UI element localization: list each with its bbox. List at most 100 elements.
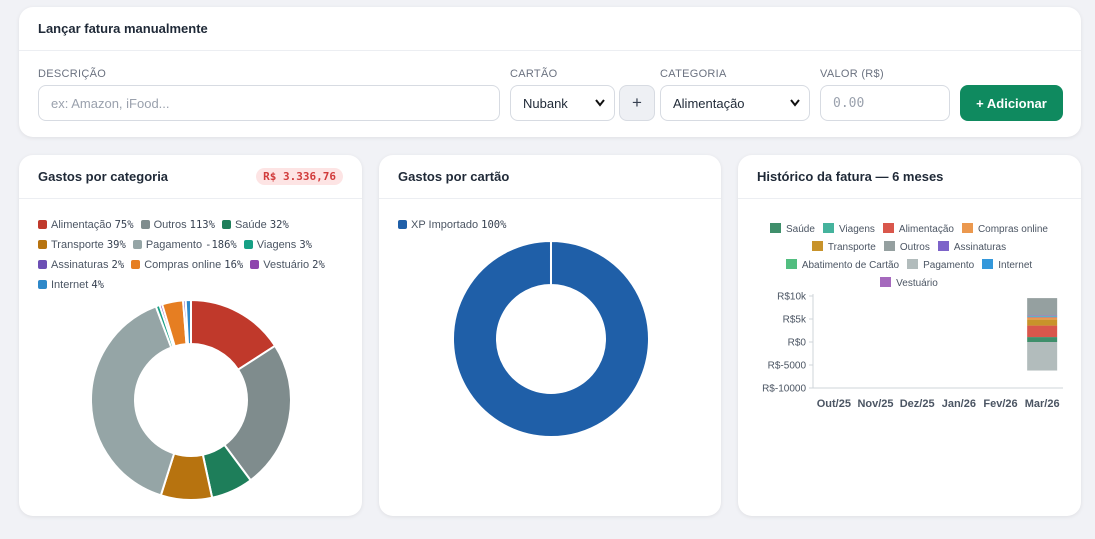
add-card-button[interactable]: + — [619, 85, 655, 121]
value-label: VALOR (R$) — [820, 68, 884, 80]
bar-segment-outros[interactable] — [1027, 298, 1058, 316]
x-tick-label: Out/25 — [817, 398, 851, 410]
category-legend-item-internet[interactable]: Internet 4% — [38, 275, 104, 295]
category-slice-pagamento[interactable] — [90, 305, 176, 497]
value-input[interactable]: 0.00 — [820, 85, 950, 121]
category-legend-item-transporte[interactable]: Transporte 39% — [38, 235, 126, 255]
category-legend-item-alimentacao[interactable]: Alimentação 75% — [38, 215, 134, 235]
legend-swatch — [880, 277, 892, 287]
card-chart-header: Gastos por cartão — [379, 155, 721, 199]
card-label: CARTÃO — [510, 68, 558, 80]
legend-percent: -186% — [205, 239, 237, 251]
legend-label: Viagens — [256, 239, 300, 251]
history-legend-item-internet[interactable]: Internet — [982, 257, 1032, 275]
bar-segment-saude[interactable] — [1027, 337, 1058, 342]
card-chart-title: Gastos por cartão — [398, 169, 510, 184]
card-legend-item-xp-importado[interactable]: XP Importado 100% — [398, 215, 506, 235]
legend-label: XP Importado — [411, 219, 482, 231]
history-legend-item-viagens[interactable]: Viagens — [822, 221, 875, 239]
bar-segment-pagamento[interactable] — [1027, 342, 1058, 371]
legend-label: Internet — [998, 260, 1033, 271]
category-slice-internet[interactable] — [184, 298, 192, 346]
category-legend: Alimentação 75% Outros 113% Saúde 32% Trans… — [38, 215, 348, 295]
y-tick-label: R$5k — [783, 315, 807, 326]
history-legend-item-vestuario[interactable]: Vestuário — [880, 275, 938, 293]
legend-label: Outros — [153, 219, 190, 231]
history-legend-row: Transporte Outros Assinaturas — [750, 239, 1068, 257]
category-legend-item-compras-online[interactable]: Compras online 16% — [131, 255, 243, 275]
category-legend-item-pagamento[interactable]: Pagamento -186% — [132, 235, 237, 255]
legend-percent: 16% — [224, 259, 244, 271]
legend-swatch — [822, 223, 834, 233]
bar-segment-vestuario[interactable] — [1027, 315, 1058, 316]
card-select-value: Nubank — [523, 95, 568, 111]
x-tick-label: Dez/25 — [900, 398, 935, 410]
bar-segment-transporte[interactable] — [1027, 319, 1058, 326]
legend-swatch — [38, 260, 47, 269]
legend-label: Outros — [899, 242, 930, 253]
legend-label: Transporte — [827, 242, 876, 253]
legend-swatch — [131, 260, 141, 269]
legend-label: Internet — [51, 279, 92, 291]
card-slice-xp-importado[interactable] — [452, 239, 650, 438]
legend-swatch — [243, 240, 253, 249]
history-legend-row: Abatimento de Cartão Pagamento Internet — [750, 257, 1068, 275]
legend-swatch — [132, 240, 142, 249]
description-label: DESCRIÇÃO — [38, 68, 107, 80]
y-tick-label: R$0 — [788, 338, 807, 349]
category-chart-card: Gastos por categoria R$ 3.336,76 Aliment… — [19, 155, 362, 516]
card-donut-chart — [452, 239, 650, 438]
legend-percent: 32% — [269, 219, 289, 231]
legend-label: Assinaturas — [953, 242, 1007, 253]
history-legend-item-compras-online[interactable]: Compras online — [961, 221, 1048, 239]
history-chart-card: Histórico da fatura — 6 meses Saúde Viage… — [738, 155, 1081, 516]
category-select-value: Alimentação — [673, 95, 745, 111]
bar-segment-compras-online[interactable] — [1027, 317, 1058, 320]
legend-swatch — [982, 259, 994, 269]
legend-label: Pagamento — [145, 239, 206, 251]
category-legend-item-outros[interactable]: Outros 113% — [140, 215, 215, 235]
category-select[interactable]: Alimentação — [660, 85, 810, 121]
description-placeholder: ex: Amazon, iFood... — [51, 95, 170, 111]
bar-segment-alimentacao[interactable] — [1027, 325, 1058, 338]
history-legend-item-saude[interactable]: Saúde — [770, 221, 815, 239]
history-chart-title: Histórico da fatura — 6 meses — [757, 169, 944, 184]
legend-swatch — [770, 223, 782, 233]
chevron-down-icon — [790, 99, 800, 107]
category-legend-item-assinaturas[interactable]: Assinaturas 2% — [38, 255, 124, 275]
history-legend-item-pagamento[interactable]: Pagamento — [907, 257, 974, 275]
legend-label: Viagens — [838, 224, 875, 235]
legend-percent: 2% — [312, 259, 325, 271]
legend-swatch — [907, 259, 919, 269]
history-legend-item-abatimento-de-cartao[interactable]: Abatimento de Cartão — [785, 257, 899, 275]
history-legend-item-alimentacao[interactable]: Alimentação — [882, 221, 954, 239]
category-legend-item-vestuario[interactable]: Vestuário 2% — [250, 255, 325, 275]
history-legend-item-outros[interactable]: Outros — [883, 239, 930, 257]
bar-segment-viagens[interactable] — [1027, 316, 1058, 317]
value-placeholder: 0.00 — [833, 95, 865, 111]
history-legend-item-assinaturas[interactable]: Assinaturas — [937, 239, 1007, 257]
card-select[interactable]: Nubank — [510, 85, 615, 121]
x-tick-label: Jan/26 — [942, 398, 976, 410]
legend-swatch — [140, 220, 150, 229]
legend-swatch — [38, 280, 47, 289]
add-invoice-button[interactable]: + Adicionar — [960, 85, 1063, 121]
legend-swatch — [882, 223, 894, 233]
history-legend: Saúde Viagens Alimentação Compras online Tra… — [750, 221, 1068, 293]
category-chart-title: Gastos por categoria — [38, 169, 169, 184]
category-legend-item-viagens[interactable]: Viagens 3% — [243, 235, 312, 255]
bar-segment-internet[interactable] — [1027, 315, 1058, 317]
category-legend-item-saude[interactable]: Saúde 32% — [221, 215, 289, 235]
description-input[interactable]: ex: Amazon, iFood... — [38, 85, 500, 121]
x-tick-label: Nov/25 — [857, 398, 893, 410]
history-legend-row: Saúde Viagens Alimentação Compras online — [750, 221, 1068, 239]
legend-percent: 2% — [111, 259, 125, 271]
legend-label: Alimentação — [51, 219, 115, 231]
legend-swatch — [38, 220, 47, 229]
legend-label: Vestuário — [263, 259, 313, 271]
history-legend-item-transporte[interactable]: Transporte — [811, 239, 876, 257]
legend-swatch — [811, 241, 823, 251]
card-legend: XP Importado 100% — [398, 215, 708, 235]
category-slice-outros[interactable] — [222, 344, 292, 482]
bar-segment-assinaturas[interactable] — [1027, 316, 1058, 318]
